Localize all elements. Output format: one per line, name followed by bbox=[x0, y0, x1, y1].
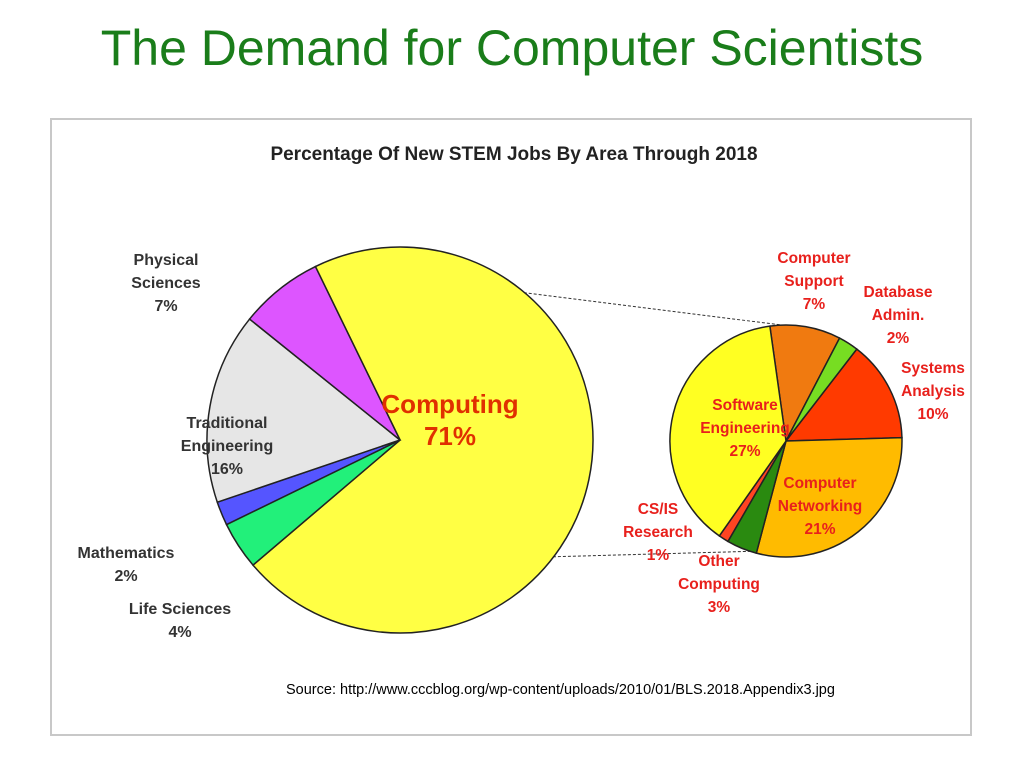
detail-pie bbox=[670, 325, 902, 557]
detail-label-text: Research bbox=[623, 524, 693, 541]
main-label-text: Sciences bbox=[131, 275, 200, 292]
main-value-label: 16% bbox=[211, 461, 243, 478]
detail-label-text: Systems bbox=[901, 360, 965, 377]
detail-label-text: Networking bbox=[778, 498, 862, 515]
main-label-text: Computing bbox=[381, 389, 518, 419]
main-label-text: Traditional bbox=[187, 415, 268, 432]
detail-value-label: 2% bbox=[887, 330, 910, 347]
detail-label-database-admin: Database Admin. 2% bbox=[864, 284, 933, 347]
chart-svg: Percentage Of New STEM Jobs By Area Thro… bbox=[52, 120, 970, 734]
main-label-text: Life Sciences bbox=[129, 601, 231, 618]
main-label-mathematics: Mathematics 2% bbox=[78, 545, 175, 585]
detail-label-computer-support: Computer Support 7% bbox=[777, 250, 850, 313]
detail-value-label: 1% bbox=[647, 547, 670, 564]
chart-title: Percentage Of New STEM Jobs By Area Thro… bbox=[270, 144, 757, 165]
detail-label-systems-analysis: Systems Analysis 10% bbox=[901, 360, 965, 423]
source-caption: Source: http://www.cccblog.org/wp-conten… bbox=[286, 682, 946, 698]
main-value-label: 71% bbox=[424, 421, 476, 451]
main-label-text: Physical bbox=[134, 252, 199, 269]
main-value-label: 2% bbox=[114, 568, 137, 585]
detail-label-text: Admin. bbox=[872, 307, 925, 324]
detail-label-text: Other bbox=[698, 553, 739, 570]
chart-frame: Percentage Of New STEM Jobs By Area Thro… bbox=[50, 118, 972, 736]
detail-label-text: Computing bbox=[678, 576, 760, 593]
detail-label-text: Support bbox=[784, 273, 843, 290]
detail-label-text: Engineering bbox=[700, 420, 790, 437]
detail-value-label: 7% bbox=[803, 296, 826, 313]
slide-title: The Demand for Computer Scientists bbox=[0, 18, 1024, 78]
main-label-physical-sciences: Physical Sciences 7% bbox=[131, 252, 200, 315]
main-label-text: Mathematics bbox=[78, 545, 175, 562]
detail-value-label: 21% bbox=[804, 521, 835, 538]
main-label-text: Engineering bbox=[181, 438, 273, 455]
detail-value-label: 27% bbox=[729, 443, 760, 460]
detail-label-text: CS/IS bbox=[638, 501, 678, 518]
main-value-label: 7% bbox=[154, 298, 177, 315]
detail-label-other-computing: Other Computing 3% bbox=[678, 553, 760, 616]
detail-label-text: Analysis bbox=[901, 383, 965, 400]
main-value-label: 4% bbox=[168, 624, 191, 641]
detail-value-label: 3% bbox=[708, 599, 731, 616]
detail-label-text: Computer bbox=[777, 250, 850, 267]
detail-label-text: Software bbox=[712, 397, 778, 414]
detail-label-text: Computer bbox=[783, 475, 856, 492]
detail-label-text: Database bbox=[864, 284, 933, 301]
main-label-life-sciences: Life Sciences 4% bbox=[129, 601, 231, 641]
detail-value-label: 10% bbox=[917, 406, 948, 423]
